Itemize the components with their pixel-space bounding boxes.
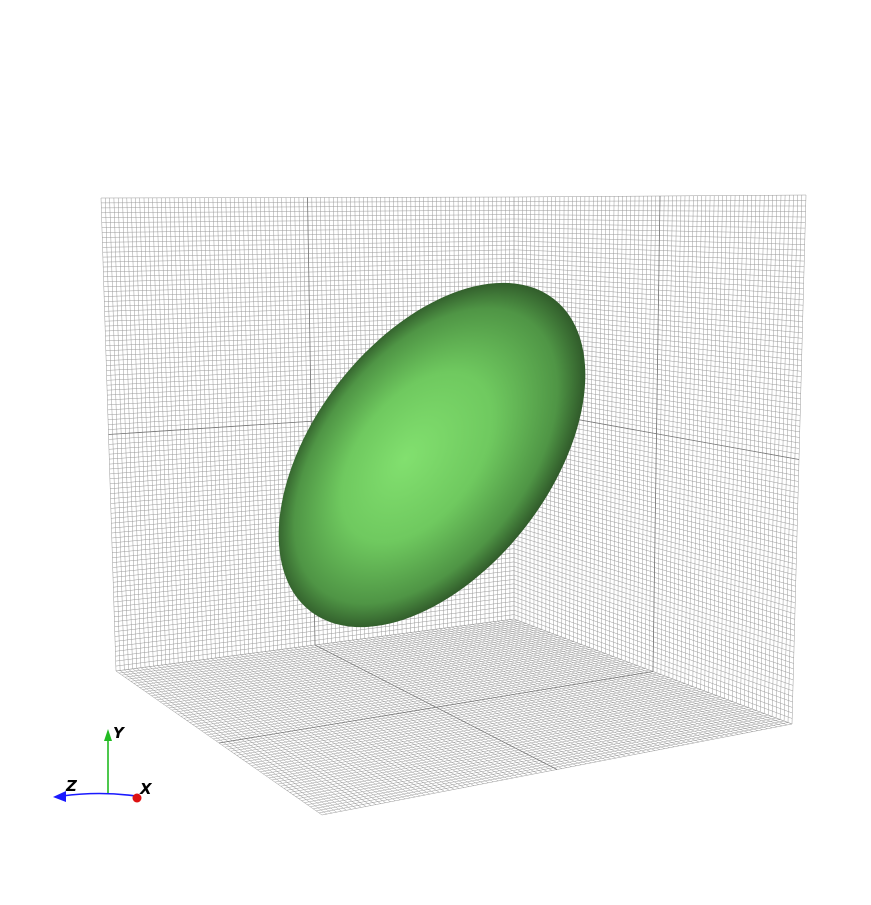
z-axis-label: Z <box>65 777 78 795</box>
x-axis-marker <box>132 793 142 803</box>
floor-lines <box>115 618 793 816</box>
z-arrowhead-icon <box>53 791 66 802</box>
x-axis-label: X <box>139 780 153 798</box>
floor-grid <box>115 618 793 816</box>
ellipsoid-object[interactable] <box>217 226 647 683</box>
y-arrowhead-icon <box>104 729 112 741</box>
floor-midlines <box>218 644 654 770</box>
ellipsoid-surface[interactable] <box>217 226 647 683</box>
y-axis-label: Y <box>113 724 126 742</box>
z-axis-arrow <box>61 792 137 797</box>
orientation-axes-widget: Y Z X <box>53 724 153 803</box>
